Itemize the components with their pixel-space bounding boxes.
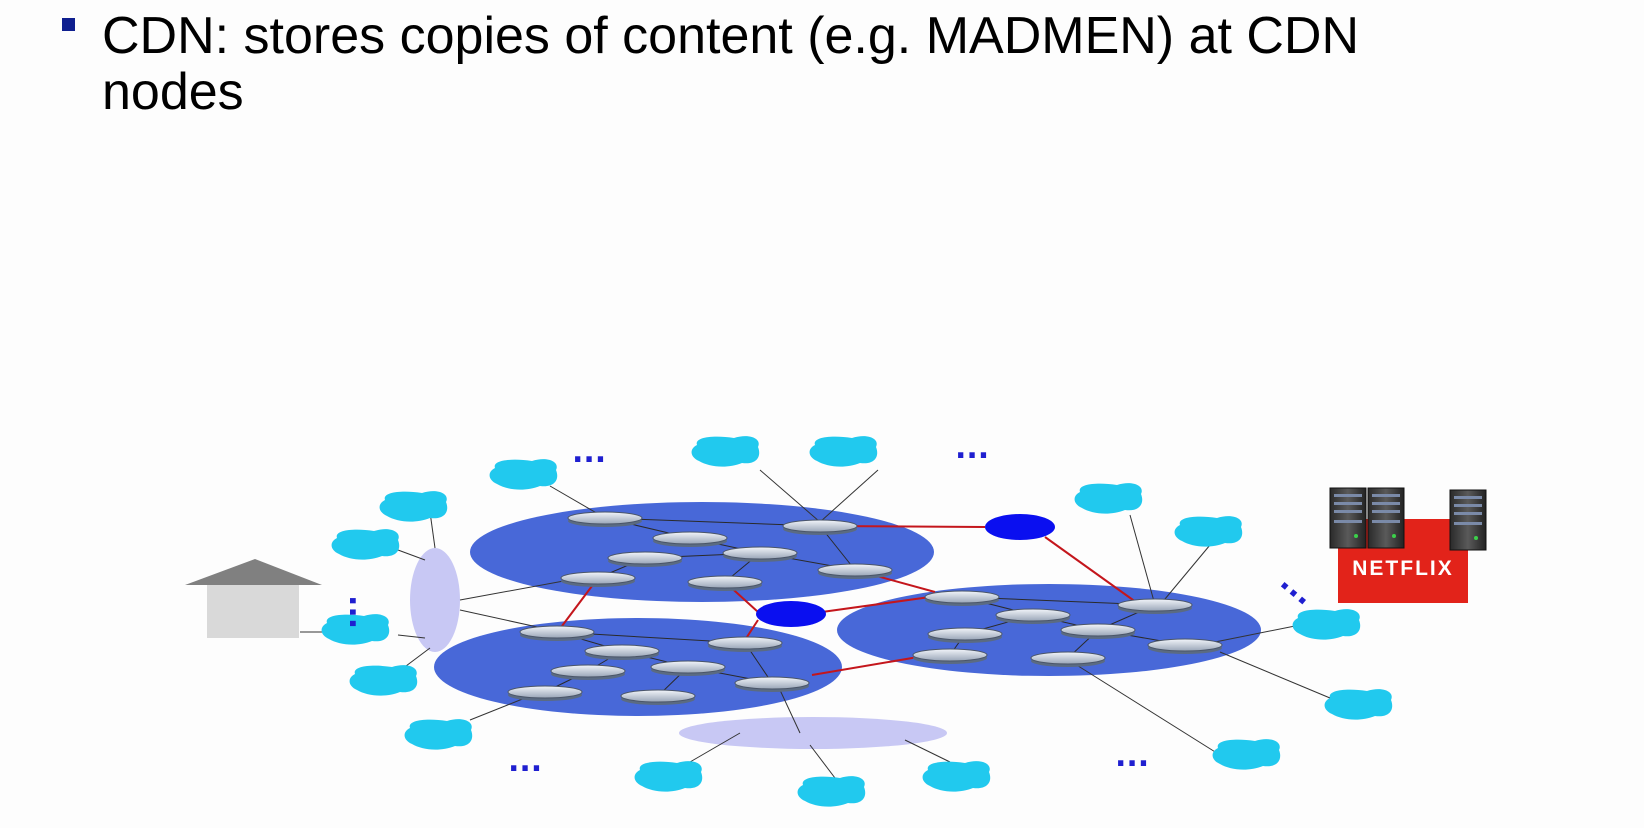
access-cloud-icon [379, 491, 448, 522]
server-rack-icon [1367, 487, 1405, 549]
ellipsis-text: ... [572, 435, 606, 470]
access-cloud-icon [404, 719, 473, 750]
router-icon [567, 511, 643, 527]
router-icon [722, 546, 798, 562]
access-cloud-icon [331, 529, 400, 560]
access-cloud-icon [1212, 739, 1281, 770]
router-icon [519, 625, 595, 641]
access-network-bottom [679, 717, 947, 749]
router-icon [927, 627, 1003, 643]
bullet-text: CDN: stores copies of content (e.g. MADM… [102, 7, 1360, 121]
router-icon [1060, 623, 1136, 639]
router-icon [734, 676, 810, 692]
ellipsis-text: ... [1115, 739, 1149, 774]
router-icon [707, 636, 783, 652]
bullet-square-icon [62, 18, 75, 31]
ellipsis-text: ... [508, 744, 542, 779]
router-icon [652, 531, 728, 547]
router-icon [560, 571, 636, 587]
access-network-left [410, 548, 460, 652]
router-icon [550, 664, 626, 680]
router-icon [507, 685, 583, 701]
ellipsis-text: ... [342, 595, 377, 629]
router-icon [1030, 651, 1106, 667]
access-cloud-icon [634, 761, 703, 792]
router-icon [620, 689, 696, 705]
ellipsis-text: ... [1273, 564, 1322, 613]
access-cloud-icon [1292, 609, 1361, 640]
router-icon [1147, 638, 1223, 654]
cdn-node [756, 601, 826, 627]
router-icon [1117, 598, 1193, 614]
router-icon [687, 575, 763, 591]
router-icon [912, 648, 988, 664]
server-rack-icon [1329, 487, 1367, 549]
router-icon [650, 660, 726, 676]
router-icon [607, 551, 683, 567]
access-cloud-icon [1174, 516, 1243, 547]
router-icon [995, 608, 1071, 624]
access-links [300, 469, 1331, 779]
server-rack-icon [1449, 489, 1487, 551]
router-icon [817, 563, 893, 579]
cdn-node [985, 514, 1055, 540]
access-cloud-icon [809, 436, 878, 467]
router-icon [924, 590, 1000, 606]
router-icon [782, 519, 858, 535]
home-icon [185, 559, 322, 638]
netflix-label: NETFLIX [1352, 557, 1454, 580]
access-cloud-icon [321, 614, 390, 645]
access-cloud-icon [349, 665, 418, 696]
router-icon [584, 644, 660, 660]
content-provider: NETFLIX [1329, 487, 1487, 603]
access-cloud-icon [922, 761, 991, 792]
access-cloud-icon [797, 776, 866, 807]
access-cloud-icon [489, 459, 558, 490]
access-cloud-icon [1074, 483, 1143, 514]
access-network-clouds [321, 436, 1393, 807]
access-cloud-icon [1324, 689, 1393, 720]
access-cloud-icon [691, 436, 760, 467]
ellipsis-text: ... [955, 431, 989, 466]
